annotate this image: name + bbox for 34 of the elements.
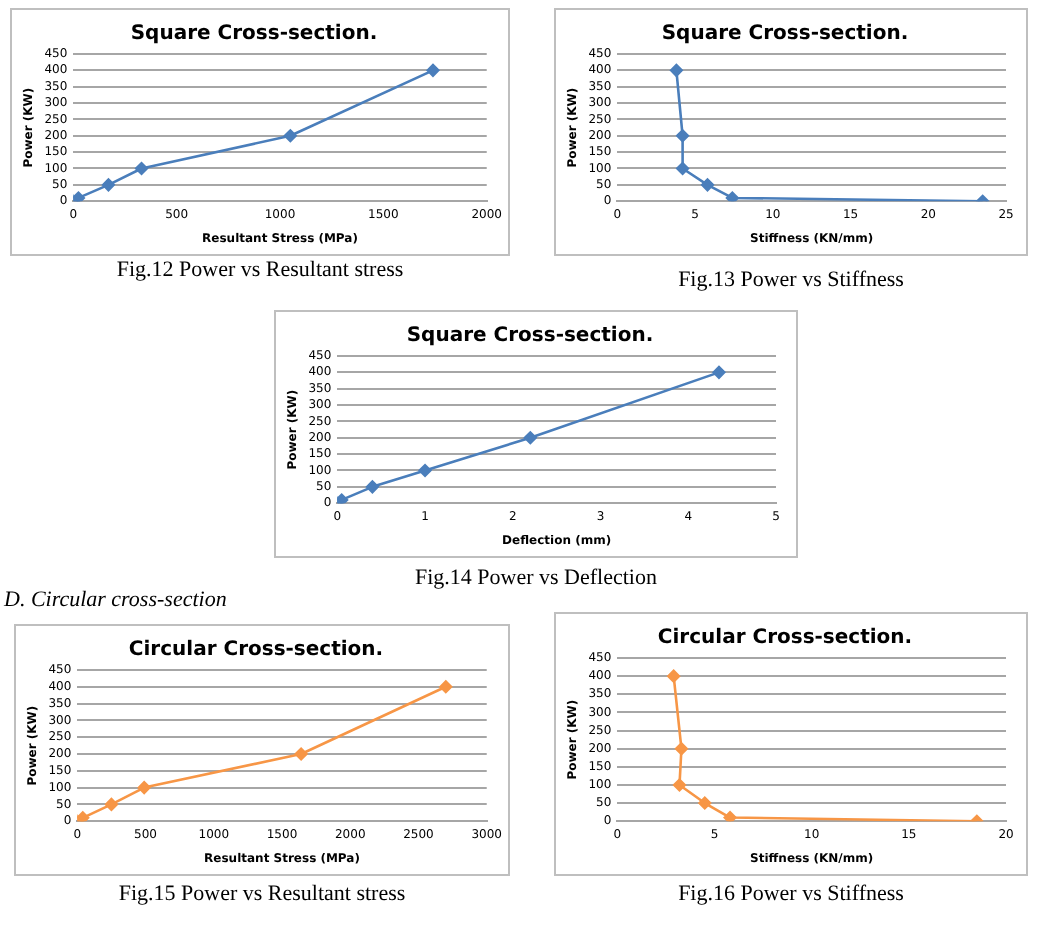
caption: Fig.15 Power vs Resultant stress bbox=[116, 882, 408, 906]
point bbox=[77, 811, 90, 822]
point bbox=[673, 778, 686, 792]
caption: Fig.16 Power vs Stiffness bbox=[676, 882, 906, 906]
chart-title: Square Cross-section. bbox=[130, 23, 378, 46]
chart-title: Circular Cross-section. bbox=[657, 627, 913, 650]
chart-title: Square Cross-section. bbox=[406, 325, 654, 348]
caption: Fig.14 Power vs Deflection bbox=[413, 566, 659, 590]
point bbox=[439, 680, 453, 694]
point bbox=[137, 781, 151, 795]
point bbox=[667, 669, 681, 683]
chart-title: Square Cross-section. bbox=[661, 23, 909, 46]
point bbox=[365, 480, 379, 494]
point bbox=[418, 463, 432, 477]
caption: Fig.13 Power vs Stiffness bbox=[676, 268, 906, 292]
point bbox=[725, 191, 739, 202]
point bbox=[676, 161, 690, 175]
point bbox=[676, 129, 690, 143]
chart-title: Circular Cross-section. bbox=[128, 639, 384, 662]
point bbox=[712, 365, 726, 379]
point bbox=[294, 747, 308, 761]
point bbox=[135, 161, 149, 175]
point bbox=[674, 742, 688, 756]
caption: Fig.12 Power vs Resultant stress bbox=[114, 258, 406, 282]
point bbox=[104, 797, 118, 811]
point bbox=[700, 178, 714, 192]
point bbox=[698, 796, 712, 810]
point bbox=[426, 63, 440, 77]
point bbox=[283, 129, 297, 143]
point bbox=[669, 63, 683, 77]
text: D. Circular cross-section bbox=[4, 588, 227, 612]
point bbox=[523, 431, 537, 445]
point bbox=[101, 178, 115, 192]
point bbox=[723, 811, 737, 822]
